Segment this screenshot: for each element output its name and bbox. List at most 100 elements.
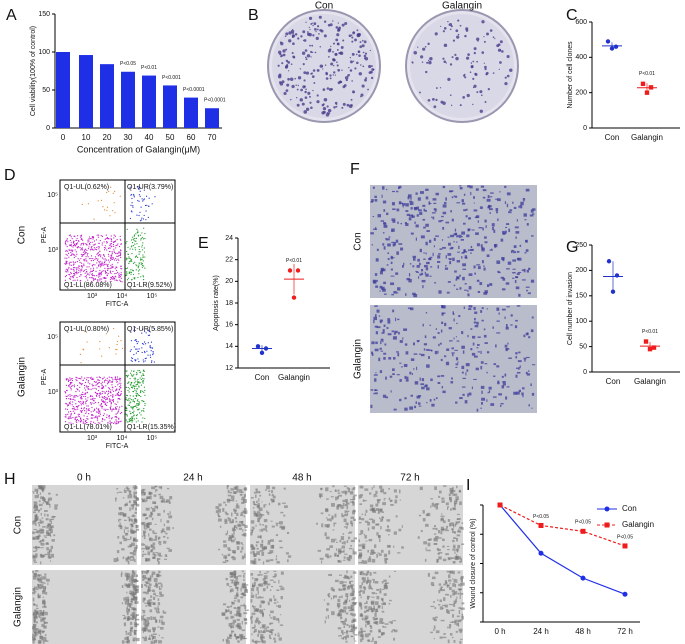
event-dot	[89, 402, 92, 404]
cell-patch	[233, 552, 236, 554]
event-dot	[83, 349, 85, 351]
cell-patch	[455, 630, 458, 633]
cell-patch	[424, 558, 427, 562]
colony	[291, 84, 295, 89]
cell-patch	[265, 530, 268, 532]
cell-patch	[360, 607, 363, 610]
event-dot	[72, 401, 74, 403]
event-dot	[108, 347, 110, 349]
invading-cell	[525, 286, 530, 288]
cell-patch	[401, 524, 403, 528]
x-tick-label: Galangin	[278, 373, 310, 382]
cell-patch	[260, 630, 263, 632]
cell-patch	[229, 589, 232, 593]
cell-patch	[332, 485, 335, 488]
cell-patch	[43, 626, 47, 629]
event-dot	[132, 248, 134, 250]
event-dot	[84, 275, 86, 278]
event-dot	[142, 417, 144, 419]
cell-patch	[143, 618, 147, 621]
event-dot	[99, 396, 101, 398]
event-dot	[95, 411, 98, 413]
cell-patch	[366, 573, 369, 576]
event-dot	[135, 414, 138, 417]
invading-cell	[375, 226, 377, 230]
cell-patch	[46, 501, 48, 505]
event-dot	[99, 250, 101, 252]
event-dot	[89, 241, 91, 244]
cell-patch	[375, 523, 380, 526]
cell-patch	[50, 525, 54, 529]
event-dot	[73, 270, 75, 272]
event-dot	[65, 271, 67, 273]
invading-cell	[408, 273, 411, 277]
event-dot	[111, 381, 113, 383]
event-dot	[70, 245, 73, 247]
cell-patch	[34, 553, 38, 558]
event-dot	[106, 206, 109, 208]
event-dot	[101, 390, 103, 392]
cell-patch	[231, 579, 234, 583]
cell-patch	[235, 541, 239, 543]
cell-patch	[338, 612, 341, 615]
event-dot	[100, 393, 102, 395]
event-dot	[128, 256, 130, 258]
event-dot	[88, 274, 90, 276]
cell-patch	[344, 575, 349, 579]
y-tick-label: 100	[38, 49, 50, 56]
y-tick-label: 50	[579, 343, 587, 350]
cell-patch	[135, 614, 139, 616]
event-dot	[126, 259, 128, 261]
point	[640, 81, 646, 87]
cell-patch	[253, 554, 256, 557]
event-dot	[105, 333, 108, 335]
event-dot	[80, 398, 82, 400]
event-dot	[135, 403, 138, 405]
cell-patch	[373, 485, 375, 489]
colony	[336, 64, 339, 67]
colony	[304, 96, 308, 99]
invading-cell	[461, 231, 466, 235]
event-dot	[91, 398, 94, 400]
event-dot	[110, 272, 112, 274]
invading-cell	[459, 287, 462, 290]
cell-patch	[353, 619, 355, 622]
cell-patch	[154, 505, 159, 509]
event-dot	[92, 267, 95, 269]
cell-patch	[34, 495, 39, 499]
cell-patch	[382, 502, 386, 506]
event-dot	[74, 396, 76, 398]
colony	[284, 35, 287, 38]
cell-patch	[116, 492, 119, 494]
event-dot	[76, 271, 78, 273]
cell-patch	[346, 631, 348, 635]
point	[287, 268, 293, 273]
cell-patch	[382, 511, 384, 514]
event-dot	[94, 256, 97, 258]
event-dot	[143, 279, 145, 281]
event-dot	[80, 258, 82, 260]
cell-patch	[163, 611, 167, 614]
event-dot	[81, 238, 83, 240]
cell-patch	[241, 620, 243, 625]
cell-patch	[264, 525, 268, 528]
invading-cell	[406, 376, 409, 380]
quadrant-label: Q1-UR(3.79%)	[127, 184, 173, 191]
invading-cell	[385, 376, 387, 380]
event-dot	[85, 407, 88, 410]
invading-cell	[440, 375, 445, 377]
cell-patch	[367, 576, 369, 581]
invading-cell	[451, 377, 453, 380]
cell-patch	[252, 551, 255, 556]
event-dot	[116, 406, 118, 408]
cell-patch	[259, 574, 263, 576]
event-dot	[78, 404, 80, 407]
invading-cell	[492, 227, 494, 231]
event-dot	[90, 403, 92, 405]
event-dot	[138, 200, 140, 202]
cell-patch	[227, 553, 231, 557]
event-dot	[81, 268, 83, 270]
cell-patch	[379, 485, 383, 489]
cell-patch	[359, 485, 364, 489]
cell-patch	[141, 584, 143, 588]
